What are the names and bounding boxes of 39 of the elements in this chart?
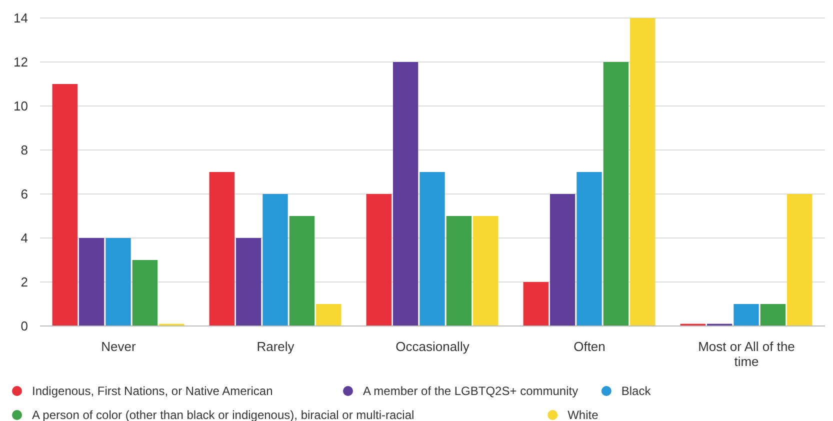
bar: [106, 238, 131, 326]
x-tick-label: Often: [574, 339, 606, 354]
bar: [446, 216, 472, 326]
x-tick-label: Occasionally: [396, 339, 470, 354]
y-tick-label: 8: [20, 142, 28, 158]
bar: [316, 304, 342, 326]
legend-label: Black: [621, 384, 652, 398]
x-tick-label: Rarely: [256, 339, 295, 354]
y-tick-label: 0: [20, 318, 28, 334]
bar: [420, 172, 445, 326]
legend-label: White: [568, 408, 599, 421]
bar: [209, 172, 234, 326]
y-tick-label: 10: [14, 98, 28, 114]
y-tick-label: 2: [20, 274, 28, 290]
bar: [52, 84, 78, 326]
bar: [734, 304, 759, 326]
y-tick-label: 6: [20, 186, 28, 202]
y-tick-label: 4: [20, 230, 28, 246]
x-tick-label: Most or All of the time: [698, 339, 795, 369]
bar: [392, 62, 418, 326]
legend-label: Indigenous, First Nations, or Native American: [32, 384, 273, 398]
x-tick-label: Never: [101, 339, 137, 354]
bar: [236, 238, 262, 326]
bar: [576, 172, 602, 326]
legend-label: A member of the LGBTQ2S+ community: [363, 384, 578, 398]
bar: [550, 194, 576, 326]
bar: [630, 18, 656, 326]
bar: [523, 282, 548, 326]
bar: [132, 260, 158, 326]
bar: [603, 62, 629, 326]
bar: [787, 194, 812, 326]
bar: [366, 194, 392, 326]
bar: [289, 216, 315, 326]
bar: [760, 304, 786, 326]
y-tick-label: 12: [14, 54, 28, 70]
bar: [473, 216, 498, 326]
y-tick-label: 14: [14, 10, 28, 26]
bar: [262, 194, 288, 326]
bar: [78, 238, 104, 326]
